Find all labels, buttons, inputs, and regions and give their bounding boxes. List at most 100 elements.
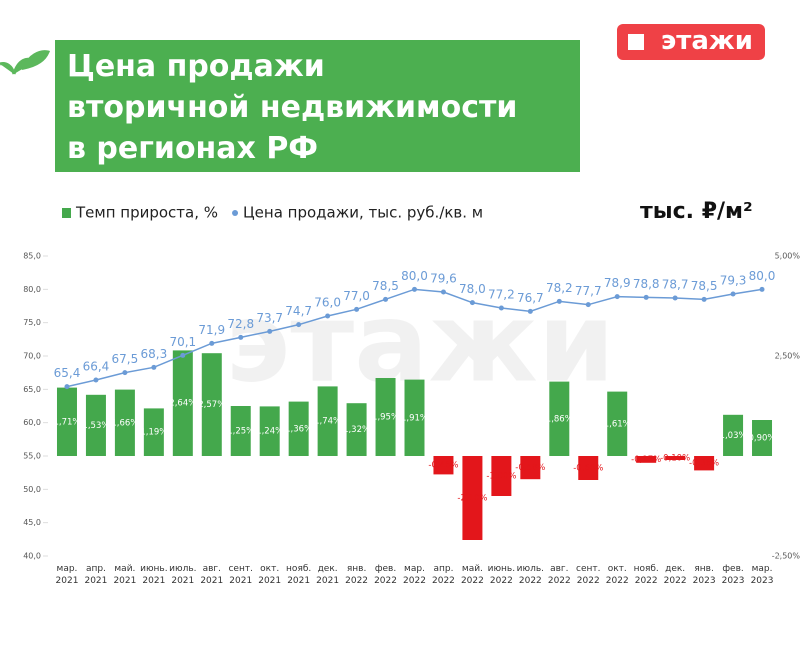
price-value-label: 71,9	[198, 323, 225, 337]
x-tick-label: нояб. 2022	[634, 564, 659, 586]
price-value-label: 74,7	[285, 304, 312, 318]
bar	[665, 456, 686, 460]
y-tick-label: 60,0	[23, 418, 41, 427]
bar	[520, 456, 541, 480]
price-value-label: 72,8	[227, 317, 254, 331]
bar	[172, 350, 193, 456]
price-value-label: 77,2	[488, 288, 515, 302]
price-point	[151, 364, 157, 370]
bar-value-label: -0,58%	[515, 463, 545, 473]
price-point	[614, 294, 620, 300]
y-tick-label: 65,0	[23, 385, 41, 394]
bar-value-label: 1,19%	[140, 428, 167, 438]
bar	[549, 381, 570, 456]
legend-swatch	[62, 208, 71, 218]
bar-value-label: 0,90%	[749, 434, 776, 444]
x-tick-label: окт. 2021	[258, 564, 281, 586]
bar-value-label: -0,60%	[573, 464, 603, 474]
y-tick-label: 55,0	[23, 452, 41, 461]
logo-icon	[628, 34, 644, 50]
price-value-label: 79,3	[720, 274, 747, 288]
price-point	[209, 340, 215, 346]
bar	[114, 389, 135, 456]
bar-value-label: -0,46%	[428, 461, 458, 471]
x-tick-label: май. 2022	[461, 564, 484, 586]
bar	[346, 403, 367, 456]
y-tick-label: 70,0	[23, 352, 41, 361]
bar	[85, 394, 106, 456]
price-point	[730, 291, 736, 297]
logo-text: этажи	[660, 26, 753, 56]
bar	[462, 456, 483, 540]
price-value-label: 78,0	[459, 282, 486, 296]
price-value-label: 80,0	[749, 269, 776, 283]
bar-value-label: 1,24%	[256, 427, 283, 437]
bar-value-label: -0,17%	[631, 455, 661, 465]
legend-label: Цена продажи, тыс. руб./кв. м	[243, 204, 483, 222]
x-tick-label: дек. 2021	[316, 564, 339, 586]
price-value-label: 73,7	[256, 311, 283, 325]
x-tick-label: авг. 2021	[200, 564, 223, 586]
price-point	[93, 377, 99, 383]
bar-value-label: 1,95%	[372, 413, 399, 423]
price-point	[672, 295, 678, 301]
x-tick-label: мар. 2022	[403, 564, 426, 586]
y2-tick-label: 2,50%	[775, 352, 801, 361]
price-point	[701, 296, 707, 302]
y-tick-label: 45,0	[23, 518, 41, 527]
title-box: Цена продажи вторичной недвижимости в ре…	[55, 40, 580, 172]
price-value-label: 78,5	[691, 279, 718, 293]
legend-label: Темп прироста, %	[75, 204, 218, 222]
x-tick-label: янв. 2022	[345, 564, 368, 586]
x-tick-label: дек. 2022	[664, 564, 687, 586]
price-point	[354, 306, 360, 312]
price-point	[527, 308, 533, 314]
bar	[404, 379, 425, 456]
price-value-label: 78,2	[546, 281, 573, 295]
x-tick-label: фев. 2023	[722, 564, 745, 586]
x-tick-label: май. 2021	[113, 564, 136, 586]
y2-tick-label: 5,00%	[775, 252, 801, 261]
bar	[56, 387, 77, 456]
bar-value-label: 1,36%	[285, 424, 312, 434]
price-value-label: 66,4	[83, 360, 110, 374]
price-point	[440, 289, 446, 295]
bar	[636, 456, 657, 463]
x-tick-label: сент. 2022	[576, 564, 600, 586]
bar-value-label: 1,03%	[720, 431, 747, 441]
bar-value-label: 1,86%	[546, 414, 573, 424]
price-point	[296, 322, 302, 328]
bar	[723, 414, 744, 456]
bar	[201, 353, 222, 456]
price-value-label: 67,5	[112, 352, 139, 366]
y2-tick-label: -2,50%	[772, 552, 801, 561]
x-tick-label: июль. 2022	[517, 564, 544, 586]
price-value-label: 76,0	[314, 296, 341, 310]
x-tick-label: фев. 2022	[374, 564, 397, 586]
y-tick-label: 40,0	[23, 552, 41, 561]
price-point	[412, 286, 417, 292]
bar	[694, 456, 715, 471]
price-point	[180, 352, 186, 358]
bar	[752, 420, 773, 456]
price-point	[469, 300, 475, 306]
x-tick-label: июль. 2021	[169, 564, 196, 586]
x-tick-label: авг. 2022	[548, 564, 571, 586]
bar-value-label: 1,71%	[53, 417, 80, 427]
x-tick-label: янв. 2023	[693, 564, 716, 586]
bar-value-label: 2,57%	[198, 400, 225, 410]
bar-value-label: 1,32%	[343, 425, 370, 435]
bar-value-label: -0,36%	[689, 459, 719, 469]
bar-value-label: 2,64%	[169, 399, 196, 409]
x-tick-label: июнь. 2021	[140, 564, 167, 586]
x-tick-label: окт. 2022	[606, 564, 629, 586]
bar-value-label: 1,53%	[82, 421, 109, 431]
x-tick-label: июнь. 2022	[488, 564, 515, 586]
bar-value-label: 1,91%	[401, 413, 428, 423]
price-point	[325, 313, 331, 319]
bar	[433, 456, 454, 475]
bar	[375, 378, 396, 456]
y-tick-label: 85,0	[23, 252, 41, 261]
bar	[288, 401, 309, 456]
unit-label: тыс. ₽/м²	[640, 199, 753, 224]
